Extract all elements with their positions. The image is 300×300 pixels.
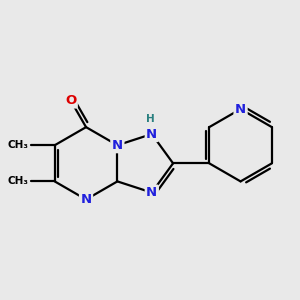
Text: N: N	[146, 186, 158, 199]
Text: N: N	[112, 139, 123, 152]
Text: N: N	[235, 103, 246, 116]
Text: CH₃: CH₃	[7, 176, 28, 186]
Text: CH₃: CH₃	[7, 140, 28, 149]
Text: H: H	[146, 114, 154, 124]
Text: N: N	[146, 128, 158, 140]
Text: O: O	[65, 94, 76, 107]
Text: N: N	[80, 193, 92, 206]
